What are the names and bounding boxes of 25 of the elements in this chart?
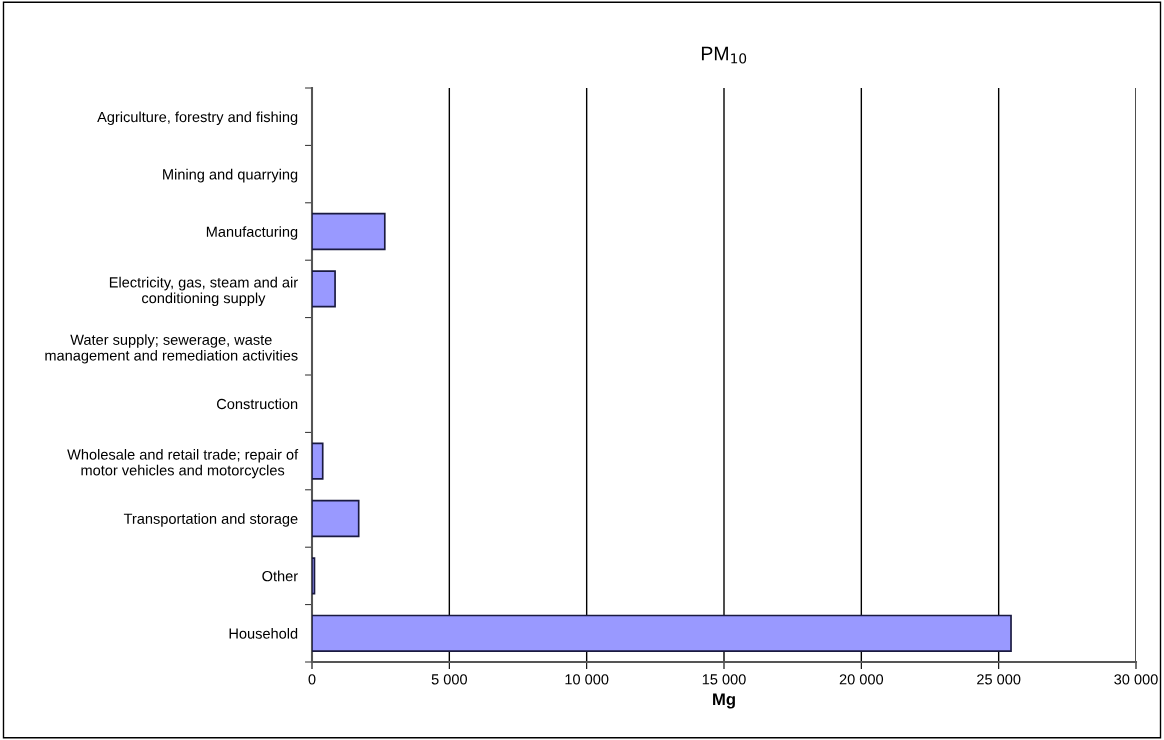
y-tick-label: Transportation and storage [123, 513, 298, 527]
y-tick-label: Wholesale and retail trade; repair of motor vehicles and motorcycles [67, 449, 299, 479]
y-tick-label: Electricity, gas, steam and air conditioning supply [109, 276, 298, 307]
bar [312, 557, 316, 595]
x-tick-label: 0 [308, 674, 316, 685]
chart-title: PM$_{10}$ [701, 46, 747, 64]
y-tick-label: Water supply; sewerage, waste management and remediation activities [45, 334, 298, 364]
x-tick-label: 30 000 [1114, 674, 1158, 685]
y-tick-label: Manufacturing [206, 226, 298, 240]
x-axis-title: Mg [713, 693, 735, 709]
bar [312, 614, 1012, 652]
bar [312, 499, 360, 538]
y-tick-label: Other [262, 570, 298, 582]
x-tick-label: 5 000 [431, 674, 468, 685]
bar [312, 212, 386, 251]
bar [312, 270, 336, 308]
y-tick-label: Agriculture, forestry and fishing [97, 111, 298, 126]
x-tick-label: 10 000 [565, 674, 609, 685]
y-tick-label: Mining and quarrying [163, 168, 298, 183]
y-tick-label: Household [229, 628, 298, 639]
x-tick-label: 25 000 [977, 674, 1021, 685]
bar [312, 442, 324, 480]
y-tick-label: Construction [216, 398, 298, 410]
x-tick-label: 20 000 [839, 674, 884, 685]
x-tick-label: 15 000 [702, 674, 746, 685]
